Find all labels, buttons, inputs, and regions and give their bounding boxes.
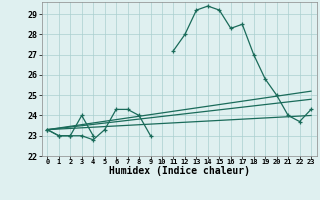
X-axis label: Humidex (Indice chaleur): Humidex (Indice chaleur) — [109, 166, 250, 176]
